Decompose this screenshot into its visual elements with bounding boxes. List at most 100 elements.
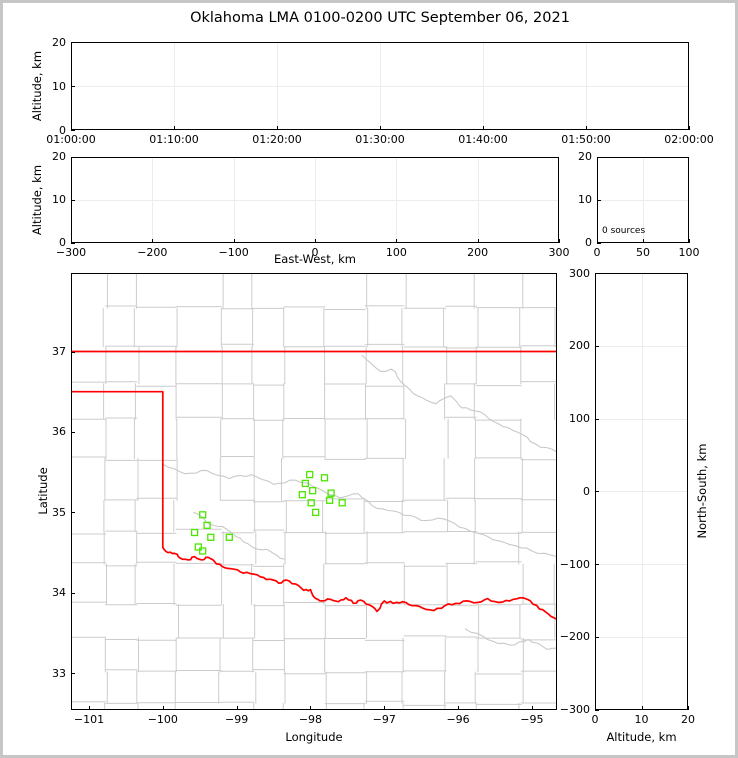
tick-mark bbox=[71, 673, 75, 675]
y-tick-label: 37 bbox=[52, 345, 66, 358]
lightning-source bbox=[306, 470, 314, 479]
tick-mark bbox=[71, 156, 75, 158]
y-tick-label: −300 bbox=[559, 703, 590, 716]
gridline bbox=[595, 345, 688, 347]
tick-mark bbox=[71, 592, 75, 594]
x-tick-label: 20 bbox=[681, 712, 695, 726]
tick-mark bbox=[71, 242, 75, 244]
lightning-source bbox=[311, 508, 320, 517]
map-svg bbox=[71, 273, 557, 710]
x-tick-label: 300 bbox=[548, 245, 570, 259]
tick-mark bbox=[595, 273, 599, 274]
y-tick-label: 10 bbox=[578, 193, 592, 206]
gridline bbox=[71, 86, 689, 87]
y-tick-label: 35 bbox=[52, 505, 66, 519]
y-tick-label: 20 bbox=[578, 150, 592, 163]
tick-mark bbox=[595, 709, 599, 711]
panel-ew-height bbox=[71, 156, 559, 243]
x-tick-label: 02:00:00 bbox=[664, 133, 714, 146]
x-tick-label: 100 bbox=[678, 245, 700, 259]
axis-label-x-plan-view-map: Longitude bbox=[285, 729, 343, 744]
tick-mark bbox=[236, 705, 238, 710]
axis-label-y-time-height: Altitude, km bbox=[30, 50, 44, 122]
tick-mark bbox=[71, 351, 75, 353]
gridline bbox=[595, 564, 688, 565]
lightning-source bbox=[301, 479, 309, 488]
y-tick-label: 300 bbox=[569, 266, 590, 280]
x-tick-label: 50 bbox=[636, 245, 650, 259]
x-tick-label: −300 bbox=[55, 245, 87, 259]
x-tick-label: 10 bbox=[634, 712, 649, 726]
lightning-source bbox=[225, 533, 233, 541]
tick-mark bbox=[71, 238, 72, 243]
tick-mark bbox=[477, 238, 479, 243]
tick-mark bbox=[595, 491, 599, 493]
x-tick-label: −99 bbox=[225, 712, 249, 726]
tick-mark bbox=[689, 238, 690, 243]
lightning-source bbox=[194, 543, 202, 551]
panel-ns-height bbox=[595, 273, 688, 710]
tick-mark bbox=[174, 126, 175, 130]
x-tick-label: −101 bbox=[73, 712, 105, 726]
lightning-source bbox=[203, 521, 211, 529]
tick-mark bbox=[595, 636, 599, 638]
panel-time-height bbox=[71, 42, 689, 130]
tick-mark bbox=[71, 512, 75, 514]
x-tick-label: 01:00:00 bbox=[46, 133, 96, 146]
x-tick-label: −95 bbox=[520, 712, 544, 726]
tick-mark bbox=[380, 126, 381, 130]
lightning-source bbox=[199, 511, 207, 519]
y-tick-label: 36 bbox=[52, 425, 66, 439]
y-tick-label: 0 bbox=[583, 484, 590, 498]
lightning-sources bbox=[190, 470, 346, 555]
x-tick-label: 01:20:00 bbox=[252, 133, 302, 146]
tick-mark bbox=[71, 86, 75, 87]
tick-mark bbox=[89, 705, 90, 710]
gridline bbox=[595, 491, 688, 493]
lightning-source bbox=[327, 489, 335, 497]
lightning-source bbox=[207, 533, 215, 541]
tick-mark bbox=[597, 238, 598, 243]
y-tick-label: 0 bbox=[59, 236, 66, 249]
state-border-red-river bbox=[161, 546, 557, 621]
river-line bbox=[162, 463, 557, 558]
tick-mark bbox=[71, 130, 75, 131]
y-tick-label: 200 bbox=[569, 339, 590, 353]
tick-mark bbox=[597, 242, 601, 244]
tick-mark bbox=[162, 705, 164, 710]
lightning-source bbox=[307, 499, 315, 507]
tick-mark bbox=[641, 705, 643, 710]
y-tick-label: 33 bbox=[52, 666, 66, 680]
tick-mark bbox=[595, 418, 599, 420]
river-line bbox=[193, 511, 286, 560]
x-tick-label: −96 bbox=[446, 712, 470, 726]
x-tick-label: −200 bbox=[137, 245, 168, 259]
x-tick-label: 01:40:00 bbox=[458, 133, 508, 146]
y-tick-label: 20 bbox=[52, 35, 66, 49]
x-tick-label: 100 bbox=[385, 245, 407, 259]
tick-mark bbox=[531, 705, 533, 710]
tick-mark bbox=[643, 238, 644, 243]
x-tick-label: 0 bbox=[591, 712, 599, 726]
x-tick-label: −97 bbox=[372, 712, 396, 726]
gridline bbox=[597, 199, 689, 201]
tick-mark bbox=[315, 238, 316, 243]
lightning-source bbox=[338, 499, 346, 507]
tick-mark bbox=[595, 564, 599, 565]
x-tick-label: 01:50:00 bbox=[561, 133, 611, 146]
tick-mark bbox=[597, 199, 601, 201]
tick-mark bbox=[458, 705, 460, 710]
y-tick-label: 0 bbox=[585, 236, 592, 249]
x-tick-label: −100 bbox=[218, 245, 249, 259]
lightning-source bbox=[298, 491, 306, 499]
x-tick-label: −98 bbox=[298, 712, 323, 726]
sources-count-label: 0 sources bbox=[602, 225, 646, 236]
tick-mark bbox=[71, 199, 75, 201]
tick-mark bbox=[71, 42, 75, 43]
axis-label-x-ew-height: East-West, km bbox=[274, 251, 356, 266]
axis-label-y-ew-height: Altitude, km bbox=[30, 164, 44, 235]
county-boundaries bbox=[71, 273, 557, 710]
lightning-source bbox=[320, 474, 329, 482]
panel-plan-view-map bbox=[71, 273, 557, 710]
